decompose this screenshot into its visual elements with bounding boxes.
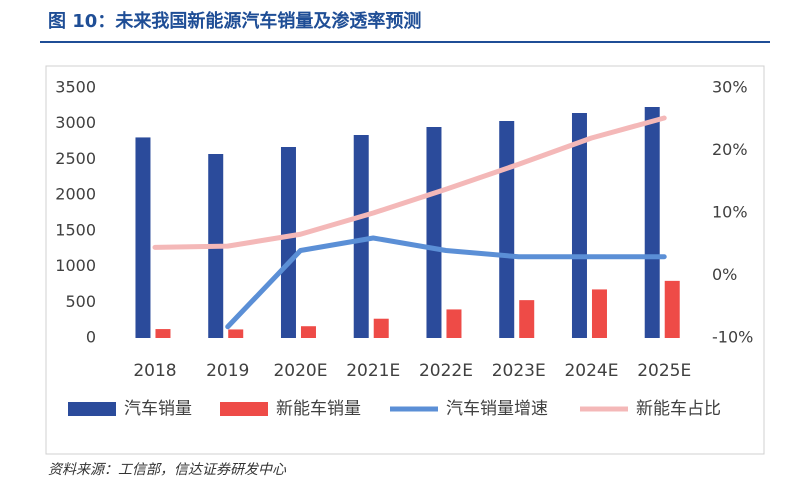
y2-tick-label: 10% (712, 203, 748, 222)
x-tick-label: 2024E (564, 361, 618, 381)
y-tick-label: 1000 (55, 256, 96, 275)
bar (135, 137, 151, 338)
y2-tick-label: 20% (712, 140, 748, 159)
y-tick-label: 1500 (55, 220, 96, 239)
y2-tick-label: -10% (712, 328, 753, 347)
bar (571, 113, 587, 338)
chart-title: 图 10：未来我国新能源汽车销量及渗透率预测 (48, 10, 421, 32)
y-tick-label: 0 (86, 328, 96, 347)
bar (228, 329, 244, 338)
legend-label: 汽车销量增速 (446, 399, 548, 419)
y-tick-label: 2000 (55, 185, 96, 204)
bar (591, 289, 607, 338)
y2-tick-label: 30% (712, 78, 748, 97)
x-tick-label: 2022E (419, 361, 473, 381)
x-tick-label: 2025E (637, 361, 691, 381)
bar (353, 135, 369, 338)
legend-label: 汽车销量 (124, 399, 192, 419)
x-tick-label: 2020E (273, 361, 327, 381)
bar (519, 300, 535, 338)
bar (280, 147, 296, 338)
y-tick-label: 500 (65, 292, 96, 311)
bar (373, 318, 389, 338)
x-tick-label: 2021E (346, 361, 400, 381)
y-tick-label: 3500 (55, 78, 96, 97)
legend-swatch (220, 402, 268, 416)
line (152, 115, 667, 250)
bar (155, 329, 171, 338)
x-tick-label: 2019 (206, 361, 249, 381)
legend-swatch (68, 402, 116, 416)
y2-tick-label: 0% (712, 265, 737, 284)
bar (426, 127, 442, 338)
line (225, 235, 667, 330)
bar (664, 280, 680, 338)
legend-label: 新能车销量 (276, 399, 361, 419)
x-tick-label: 2018 (133, 361, 176, 381)
source-note: 资料来源：工信部，信达证券研发中心 (48, 462, 287, 478)
legend-label: 新能车占比 (636, 399, 721, 419)
chart-frame (45, 65, 765, 455)
y-tick-label: 2500 (55, 149, 96, 168)
y-tick-label: 3000 (55, 113, 96, 132)
bar (300, 326, 316, 338)
x-tick-label: 2023E (492, 361, 546, 381)
bar (499, 121, 515, 338)
bar (446, 309, 462, 338)
bar (644, 107, 660, 338)
